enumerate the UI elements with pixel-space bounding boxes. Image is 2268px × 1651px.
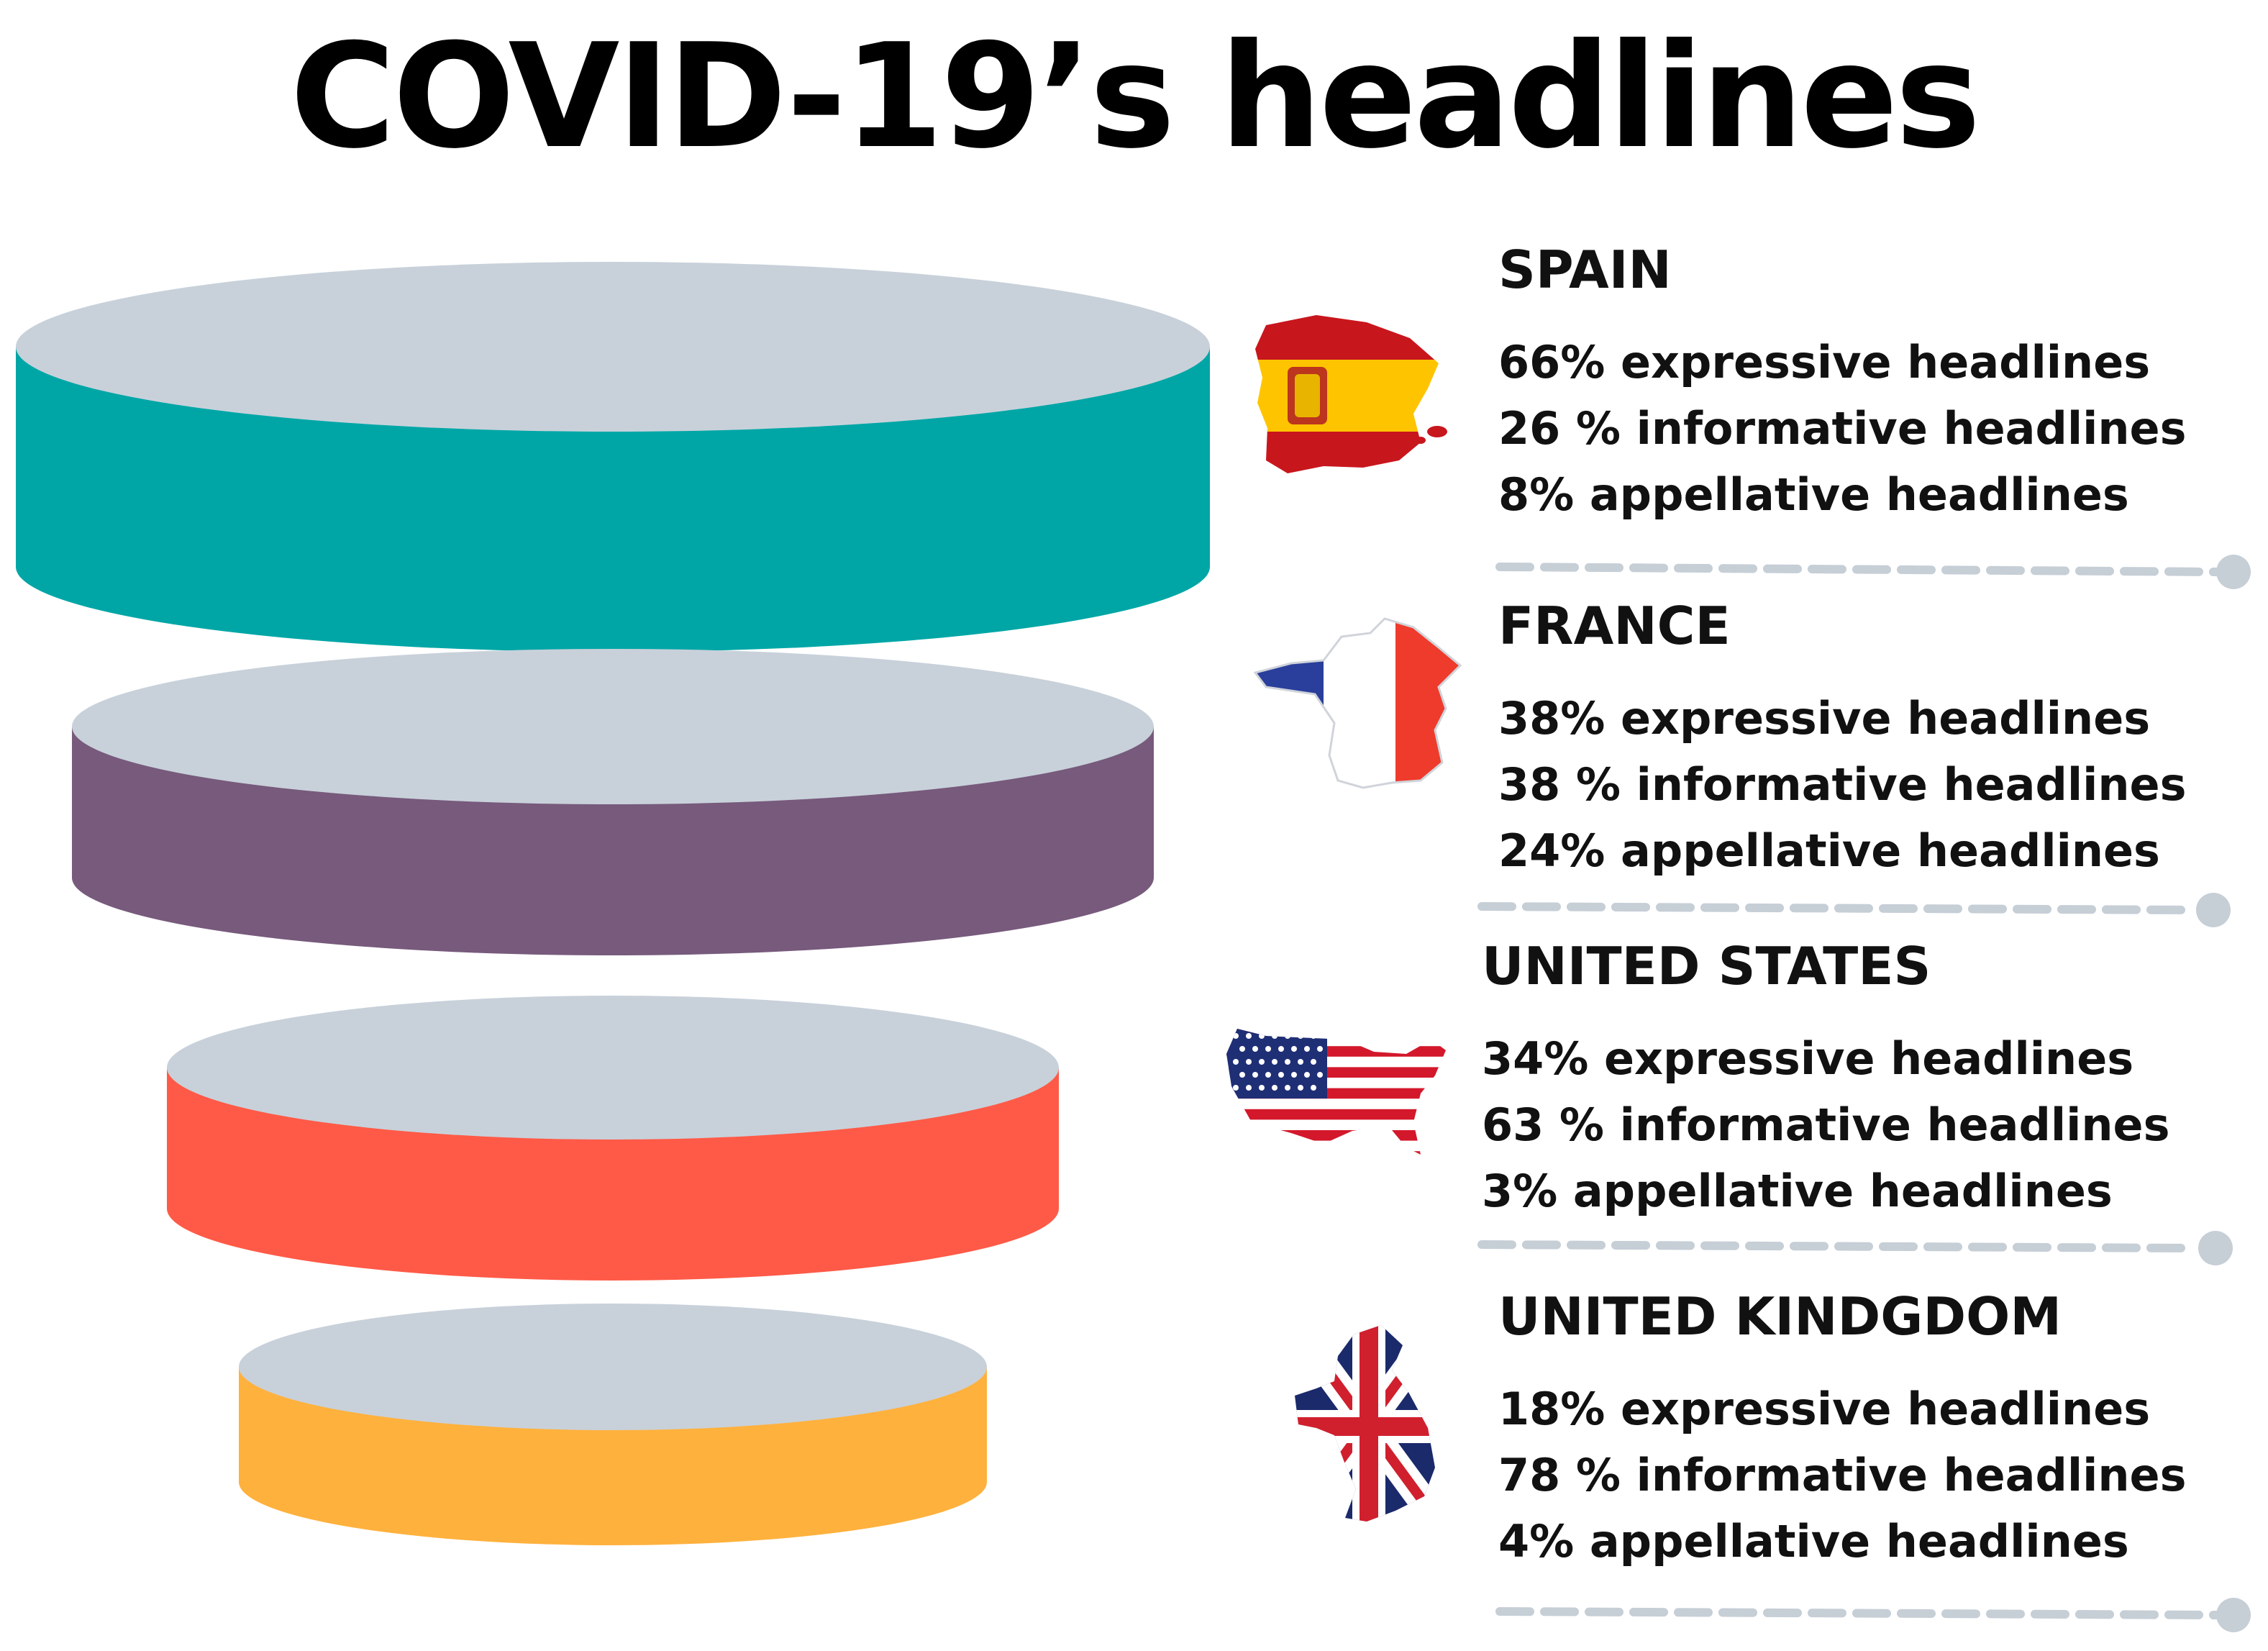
divider-uk <box>1495 1598 2251 1632</box>
divider-usa <box>1477 1231 2233 1265</box>
stat-appellative: 8% appellative headlines <box>1498 468 2129 521</box>
stat-informative: 26 % informative headlines <box>1498 402 2187 455</box>
funnel-disc-top <box>72 649 1154 804</box>
spain-map-flag-icon <box>1255 315 1447 473</box>
divider-france <box>1477 893 2231 927</box>
stat-informative: 38 % informative headlines <box>1498 758 2187 811</box>
stat-informative: 63 % informative headlines <box>1482 1099 2170 1151</box>
stat-expressive: 38% expressive headlines <box>1498 692 2151 745</box>
usa-map-flag-icon <box>1226 1029 1446 1155</box>
country-block-uk: UNITED KINDGDOM 18% expressive headlines… <box>1498 1284 2187 1575</box>
country-block-usa: UNITED STATES 34% expressive headlines 6… <box>1482 934 2170 1224</box>
country-name: UNITED KINDGDOM <box>1498 1286 2062 1347</box>
country-name: UNITED STATES <box>1482 936 1931 996</box>
stat-appellative: 24% appellative headlines <box>1498 824 2160 877</box>
stat-expressive: 18% expressive headlines <box>1498 1383 2151 1435</box>
funnel-disc-spain <box>16 262 1210 652</box>
funnel-disc-top <box>167 996 1059 1140</box>
stat-expressive: 34% expressive headlines <box>1482 1032 2134 1085</box>
country-block-france: FRANCE 38% expressive headlines 38 % inf… <box>1498 593 2187 884</box>
stat-appellative: 3% appellative headlines <box>1482 1165 2113 1217</box>
divider-spain <box>1495 555 2251 589</box>
funnel-disc-top <box>239 1304 987 1430</box>
funnel-disc-uk <box>239 1304 987 1545</box>
uk-map-flag-icon <box>1295 1325 1435 1522</box>
stat-appellative: 4% appellative headlines <box>1498 1515 2129 1568</box>
country-name: FRANCE <box>1498 596 1731 656</box>
funnel-disc-top <box>16 262 1210 432</box>
funnel-disc-france <box>72 649 1154 955</box>
funnel-disc-side <box>16 347 1210 652</box>
page-title: COVID-19’s headlines <box>290 13 1981 181</box>
stat-expressive: 66% expressive headlines <box>1498 336 2151 388</box>
funnel-disc-usa <box>167 996 1059 1281</box>
country-name: SPAIN <box>1498 240 1672 300</box>
stat-informative: 78 % informative headlines <box>1498 1449 2187 1501</box>
country-block-spain: SPAIN 66% expressive headlines 26 % info… <box>1498 237 2187 528</box>
france-map-flag-icon <box>1253 617 1462 789</box>
